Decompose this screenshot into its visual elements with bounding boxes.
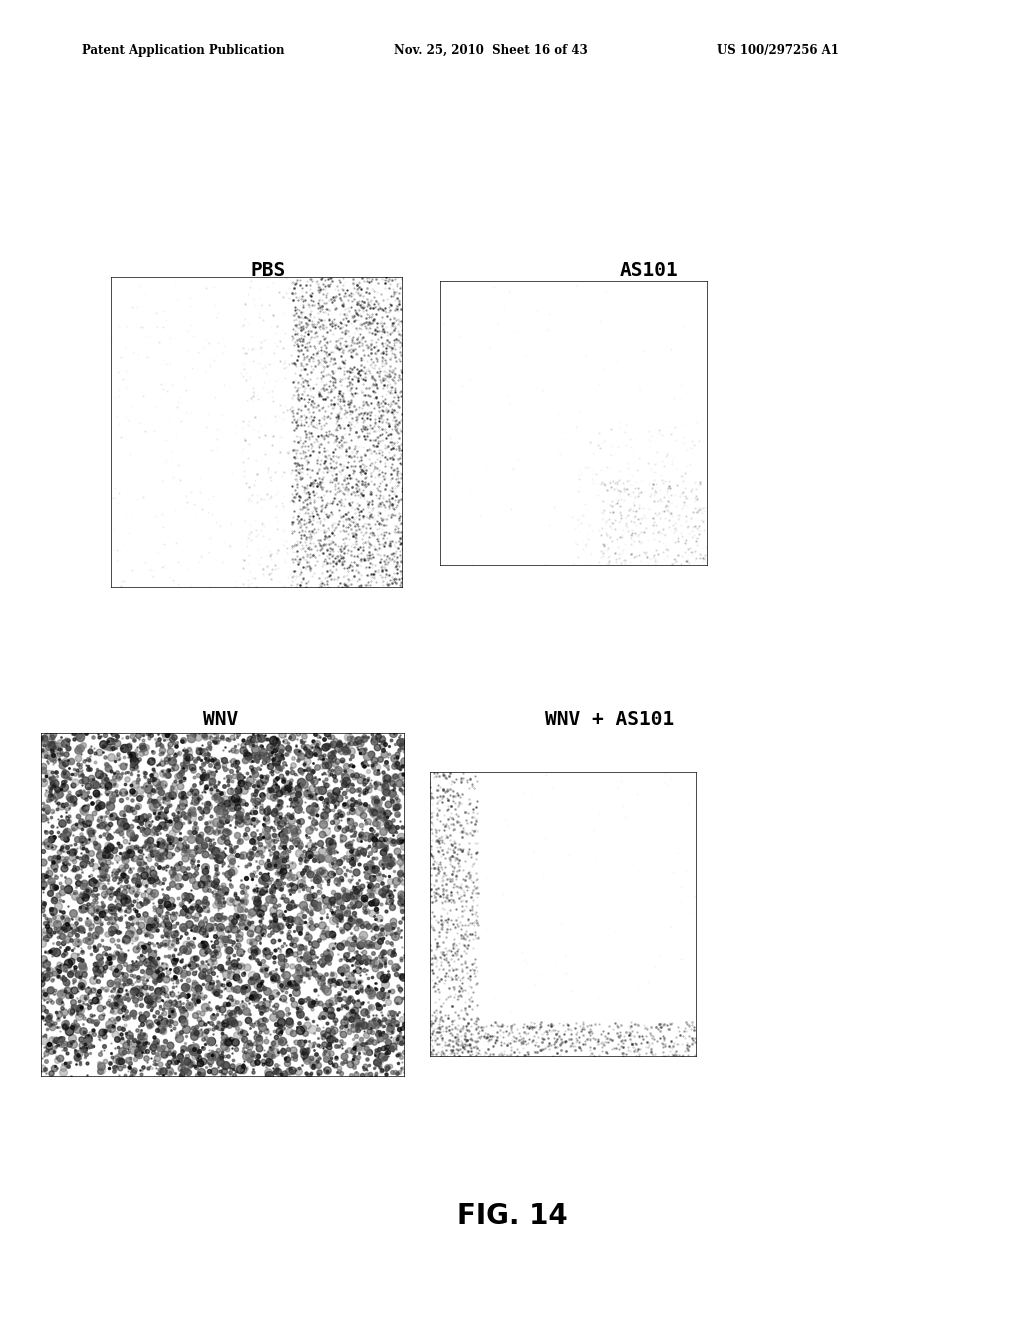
Text: WNV: WNV <box>203 710 238 729</box>
Text: US 100/297256 A1: US 100/297256 A1 <box>717 44 839 57</box>
Text: AS101: AS101 <box>620 261 679 280</box>
Text: Patent Application Publication: Patent Application Publication <box>82 44 285 57</box>
Text: PBS: PBS <box>251 261 286 280</box>
Text: FIG. 14: FIG. 14 <box>457 1201 567 1230</box>
Text: Nov. 25, 2010  Sheet 16 of 43: Nov. 25, 2010 Sheet 16 of 43 <box>394 44 588 57</box>
Text: WNV + AS101: WNV + AS101 <box>545 710 674 729</box>
